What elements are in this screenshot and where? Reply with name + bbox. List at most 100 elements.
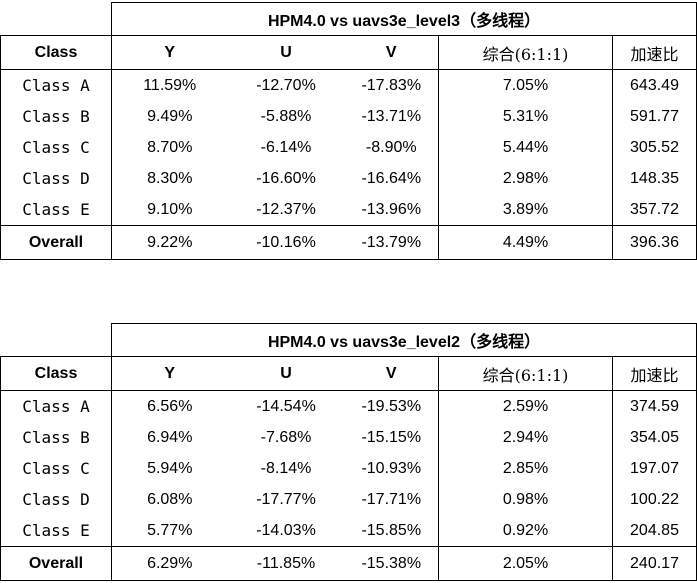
table-title: HPM4.0 vs uavs3e_level3（多线程） bbox=[110, 2, 697, 36]
table-row: Class E 5.77% -14.03% -15.85% 0.92% 204.… bbox=[0, 515, 697, 547]
header-u: U bbox=[227, 356, 345, 391]
cell-combined: 0.98% bbox=[438, 484, 613, 515]
cell-u: -11.85% bbox=[227, 546, 345, 581]
cell-speedup: 354.05 bbox=[612, 422, 697, 453]
cell-speedup: 197.07 bbox=[612, 453, 697, 484]
cell-y: 9.10% bbox=[147, 200, 193, 218]
cell-v: -15.85% bbox=[344, 515, 439, 547]
cell-y: 6.08% bbox=[147, 490, 193, 508]
table-row: Class C 8.70% -6.14% -8.90% 5.44% 305.52 bbox=[0, 132, 697, 163]
cell-combined: 7.05% bbox=[438, 69, 613, 101]
table-row: Class D 8.30% -16.60% -16.64% 2.98% 148.… bbox=[0, 163, 697, 194]
cell-y: 8.70% bbox=[147, 138, 193, 156]
cell-u: -14.54% bbox=[256, 397, 316, 415]
table-row: Class E 9.10% -12.37% -13.96% 3.89% 357.… bbox=[0, 194, 697, 226]
row-class: Class A bbox=[0, 390, 112, 422]
table-row: Class A 6.56% -14.54% -19.53% 2.59% 374.… bbox=[0, 390, 697, 422]
corner-cell bbox=[1, 324, 112, 357]
cell-combined: 2.94% bbox=[438, 422, 613, 453]
cell-u: -14.03% bbox=[256, 521, 316, 539]
cell-combined: 3.89% bbox=[438, 194, 613, 226]
cell-combined: 5.31% bbox=[438, 101, 613, 132]
row-class: Class D bbox=[0, 163, 112, 194]
cell-combined: 2.98% bbox=[438, 163, 613, 194]
cell-combined: 5.44% bbox=[438, 132, 613, 163]
cell-speedup: 643.49 bbox=[612, 69, 697, 101]
cell-y: 11.59% bbox=[143, 76, 197, 94]
cell-u: -12.37% bbox=[256, 200, 316, 218]
cell-u: -6.14% bbox=[260, 138, 312, 156]
cell-y: 6.94% bbox=[147, 428, 193, 446]
row-class: Class E bbox=[0, 194, 112, 226]
cell-speedup: 374.59 bbox=[612, 390, 697, 422]
cell-speedup: 240.17 bbox=[612, 546, 697, 581]
cell-combined: 0.92% bbox=[438, 515, 613, 547]
corner-cell bbox=[1, 3, 112, 36]
row-class: Class D bbox=[0, 484, 112, 515]
table-row: Class A 11.59% -12.70% -17.83% 7.05% 643… bbox=[0, 69, 697, 101]
cell-combined: 2.05% bbox=[438, 546, 613, 581]
header-speedup: 加速比 bbox=[612, 356, 697, 391]
cell-u: -17.77% bbox=[256, 490, 316, 508]
cell-v: -13.96% bbox=[344, 194, 439, 226]
cell-v: -16.64% bbox=[344, 163, 439, 194]
header-speedup: 加速比 bbox=[612, 35, 697, 70]
header-y: Y bbox=[111, 35, 228, 70]
cell-combined: 4.49% bbox=[438, 225, 613, 260]
cell-u: -16.60% bbox=[256, 169, 316, 187]
cell-v: -15.38% bbox=[344, 546, 439, 581]
cell-v: -8.90% bbox=[344, 132, 439, 163]
cell-y: 9.22% bbox=[111, 225, 228, 260]
cell-speedup: 204.85 bbox=[612, 515, 697, 547]
results-table-level2: HPM4.0 vs uavs3e_level2（多线程） Class Y U V… bbox=[0, 323, 697, 581]
cell-v: -13.71% bbox=[344, 101, 439, 132]
header-v: V bbox=[344, 356, 439, 391]
cell-v: -15.15% bbox=[344, 422, 439, 453]
cell-y: 5.77% bbox=[147, 521, 193, 539]
overall-row: Overall 6.29% -11.85% -15.38% 2.05% 240.… bbox=[0, 546, 697, 581]
cell-u: -10.16% bbox=[227, 225, 345, 260]
header-combined: 综合(6:1:1) bbox=[438, 35, 613, 70]
cell-y: 6.56% bbox=[147, 397, 193, 415]
cell-y: 6.29% bbox=[111, 546, 228, 581]
header-u: U bbox=[227, 35, 345, 70]
table-row: Class C 5.94% -8.14% -10.93% 2.85% 197.0… bbox=[0, 453, 697, 484]
cell-speedup: 357.72 bbox=[612, 194, 697, 226]
table-row: Class B 9.49% -5.88% -13.71% 5.31% 591.7… bbox=[0, 101, 697, 132]
cell-speedup: 305.52 bbox=[612, 132, 697, 163]
header-v: V bbox=[344, 35, 439, 70]
cell-u: -7.68% bbox=[260, 428, 312, 446]
table-row: Class D 6.08% -17.77% -17.71% 0.98% 100.… bbox=[0, 484, 697, 515]
cell-v: -13.79% bbox=[344, 225, 439, 260]
cell-u: -5.88% bbox=[260, 107, 312, 125]
table-title: HPM4.0 vs uavs3e_level2（多线程） bbox=[110, 323, 697, 357]
cell-v: -17.83% bbox=[344, 69, 439, 101]
row-class: Class B bbox=[0, 422, 112, 453]
row-class: Class B bbox=[0, 101, 112, 132]
overall-row: Overall 9.22% -10.16% -13.79% 4.49% 396.… bbox=[0, 225, 697, 260]
row-class-overall: Overall bbox=[0, 546, 112, 581]
cell-combined: 2.59% bbox=[438, 390, 613, 422]
cell-v: -19.53% bbox=[344, 390, 439, 422]
header-combined: 综合(6:1:1) bbox=[438, 356, 613, 391]
row-class: Class E bbox=[0, 515, 112, 547]
row-class: Class A bbox=[0, 69, 112, 101]
header-class: Class bbox=[0, 35, 112, 70]
cell-speedup: 591.77 bbox=[612, 101, 697, 132]
row-class-overall: Overall bbox=[0, 225, 112, 260]
header-y: Y bbox=[111, 356, 228, 391]
cell-u: -12.70% bbox=[256, 76, 316, 94]
cell-y: 8.30% bbox=[147, 169, 193, 187]
cell-speedup: 100.22 bbox=[612, 484, 697, 515]
cell-u: -8.14% bbox=[260, 459, 312, 477]
header-class: Class bbox=[0, 356, 112, 391]
row-class: Class C bbox=[0, 132, 112, 163]
cell-combined: 2.85% bbox=[438, 453, 613, 484]
cell-speedup: 148.35 bbox=[612, 163, 697, 194]
cell-v: -10.93% bbox=[344, 453, 439, 484]
results-table-level3: HPM4.0 vs uavs3e_level3（多线程） Class Y U V… bbox=[0, 2, 697, 260]
cell-y: 9.49% bbox=[147, 107, 193, 125]
row-class: Class C bbox=[0, 453, 112, 484]
table-row: Class B 6.94% -7.68% -15.15% 2.94% 354.0… bbox=[0, 422, 697, 453]
cell-speedup: 396.36 bbox=[612, 225, 697, 260]
